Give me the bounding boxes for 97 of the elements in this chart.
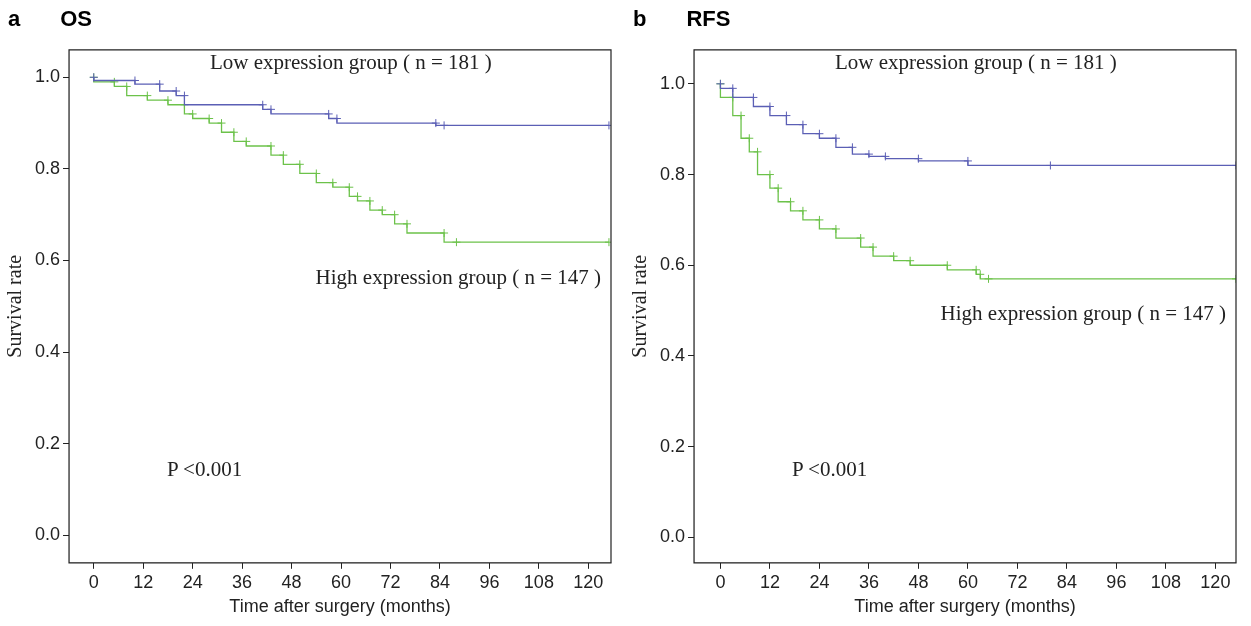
x-tick-label: 60 (331, 571, 352, 592)
point (831, 133, 841, 143)
point (179, 91, 189, 101)
point (328, 178, 338, 188)
annotation: P <0.001 (166, 456, 243, 481)
point (431, 118, 441, 128)
point (880, 151, 890, 161)
point (831, 224, 841, 234)
point (266, 104, 276, 114)
point (142, 91, 152, 101)
point (365, 196, 375, 206)
x-tick-label: 24 (809, 571, 830, 592)
point (377, 205, 387, 215)
x-tick-label: 36 (232, 571, 253, 592)
point (868, 242, 878, 252)
x-tick-label: 72 (1007, 571, 1028, 592)
point (278, 150, 288, 160)
x-tick-label: 84 (429, 571, 450, 592)
point (122, 81, 132, 91)
y-tick-label: 0.2 (659, 435, 686, 456)
point (258, 100, 268, 110)
series-label: High expression group ( n = 147 ) (940, 301, 1226, 326)
x-tick-label: 12 (133, 571, 154, 592)
y-tick-label: 0.0 (659, 526, 686, 547)
x-tick-label: 108 (523, 571, 554, 592)
annotation: P <0.001 (791, 456, 868, 481)
point (798, 206, 808, 216)
x-tick-label: 60 (957, 571, 978, 592)
text: Low expression group ( n = 181 ) (834, 50, 1117, 75)
x-tick-label: 96 (479, 571, 500, 592)
point (748, 92, 758, 102)
y-tick-label: 1.0 (659, 72, 686, 93)
point (241, 136, 251, 146)
point (266, 141, 276, 151)
point (171, 86, 181, 96)
point (971, 265, 981, 275)
y-tick-label: 1.0 (34, 66, 61, 87)
point (905, 256, 915, 266)
point (451, 237, 461, 247)
y-tick-label: 0.8 (34, 157, 61, 178)
series-label: High expression group ( n = 147 ) (315, 264, 601, 289)
point (847, 142, 857, 152)
chart-title: RFS (686, 6, 731, 31)
point (155, 79, 165, 89)
point (963, 156, 973, 166)
y-axis-title: Survival rate (3, 254, 26, 358)
y-tick-label: 0.6 (34, 249, 61, 270)
point (773, 183, 783, 193)
x-tick-label: 108 (1150, 571, 1181, 592)
chart-title: OS (60, 6, 93, 31)
x-tick-label: 72 (380, 571, 401, 592)
point (163, 95, 173, 105)
point (984, 274, 994, 284)
x-tick-label: 48 (908, 571, 929, 592)
x-tick-label: 12 (759, 571, 780, 592)
point (188, 109, 198, 119)
point (744, 133, 754, 143)
point (864, 149, 874, 159)
y-tick-label: 0.8 (659, 163, 686, 184)
point (324, 109, 334, 119)
text: b (633, 6, 647, 31)
point (402, 219, 412, 229)
x-tick-label: 0 (715, 571, 726, 592)
point (913, 154, 923, 164)
y-tick-label: 0.4 (659, 344, 686, 365)
y-tick-label: 0.0 (34, 524, 61, 545)
x-tick-label: 0 (88, 571, 99, 592)
point (814, 129, 824, 139)
series-label: Low expression group ( n = 181 ) (209, 50, 492, 75)
point (295, 159, 305, 169)
y-tick-label: 0.6 (659, 254, 686, 275)
x-tick-label: 24 (182, 571, 203, 592)
x-axis-title: Time after surgery (months) (854, 596, 1076, 617)
x-tick-label: 48 (281, 571, 302, 592)
point (889, 251, 899, 261)
point (942, 260, 952, 270)
point (814, 215, 824, 225)
x-axis-title: Time after surgery (months) (229, 596, 451, 617)
text: a (8, 6, 21, 31)
point (439, 120, 449, 130)
y-tick-label: 0.4 (34, 341, 61, 362)
point (439, 228, 449, 238)
point (109, 77, 119, 87)
point (390, 210, 400, 220)
x-tick-label: 120 (1200, 571, 1231, 592)
y-tick-label: 0.2 (34, 432, 61, 453)
x-tick-label: 96 (1106, 571, 1127, 592)
x-tick-label: 36 (858, 571, 879, 592)
x-tick-label: 84 (1056, 571, 1077, 592)
point (229, 127, 239, 137)
point (856, 233, 866, 243)
point (736, 111, 746, 121)
point (728, 83, 738, 93)
point (344, 182, 354, 192)
x-tick-label: 120 (573, 571, 604, 592)
point (798, 120, 808, 130)
y-axis-title: Survival rate (628, 254, 651, 358)
